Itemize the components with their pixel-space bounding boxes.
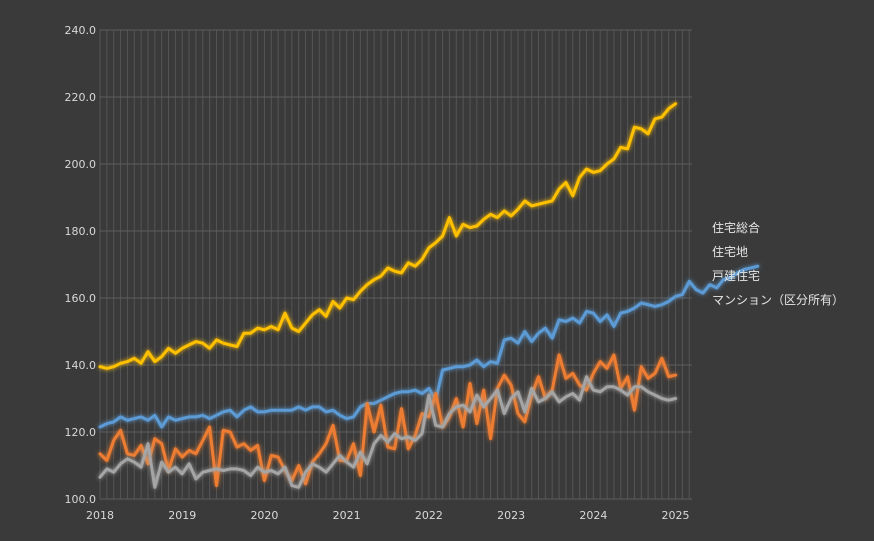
legend-label: 戸建住宅 xyxy=(712,268,760,283)
y-axis-tick-labels: 100.0 120.0 140.0 160.0 180.0 200.0 220.0 240.0 xyxy=(65,24,97,506)
x-tick-label: 2024 xyxy=(579,509,607,522)
x-tick-label: 2025 xyxy=(662,509,690,522)
y-tick-label: 200.0 xyxy=(65,158,97,171)
x-tick-label: 2019 xyxy=(168,509,196,522)
y-tick-label: 160.0 xyxy=(65,292,97,305)
x-tick-label: 2018 xyxy=(86,509,114,522)
y-tick-label: 120.0 xyxy=(65,426,97,439)
gridlines xyxy=(99,29,692,500)
x-tick-label: 2023 xyxy=(497,509,525,522)
x-tick-label: 2021 xyxy=(333,509,361,522)
y-tick-label: 180.0 xyxy=(65,225,97,238)
legend-label: 住宅総合 xyxy=(712,220,760,235)
y-tick-label: 220.0 xyxy=(65,91,97,104)
series-line-2 xyxy=(98,375,678,489)
y-tick-label: 240.0 xyxy=(65,24,97,37)
series-line-1 xyxy=(98,353,678,488)
series-line-0 xyxy=(98,264,760,429)
x-axis-tick-labels: 2018 2019 2020 2021 2022 2023 2024 2025 xyxy=(86,509,690,522)
x-tick-label: 2020 xyxy=(250,509,278,522)
y-tick-label: 100.0 xyxy=(65,493,97,506)
y-tick-label: 140.0 xyxy=(65,359,97,372)
series-lines xyxy=(98,102,760,489)
legend-label: 住宅地 xyxy=(712,244,748,259)
legend-label: マンション（区分所有） xyxy=(712,293,844,307)
series-line-3 xyxy=(98,102,678,370)
x-tick-label: 2022 xyxy=(415,509,443,522)
